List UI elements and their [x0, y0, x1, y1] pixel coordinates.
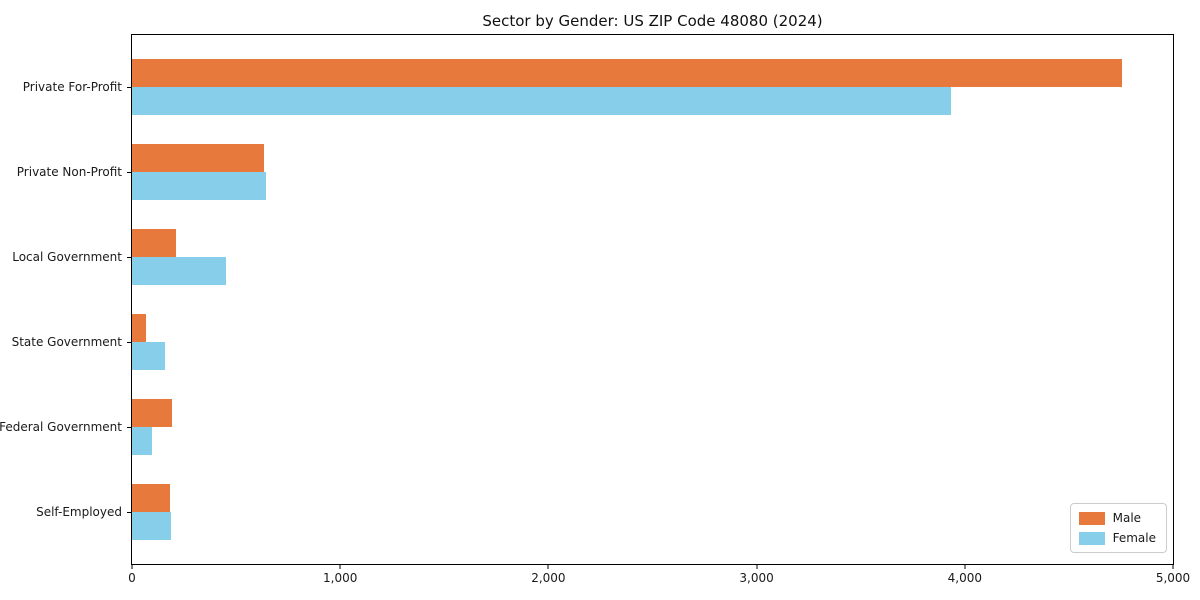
- y-axis-category-label: Private Non-Profit: [16, 165, 122, 180]
- bar-group: Self-Employed: [36, 469, 1173, 554]
- chart-title: Sector by Gender: US ZIP Code 48080 (202…: [482, 12, 823, 30]
- male-bar: [132, 398, 172, 427]
- bar-group: Private Non-Profit: [17, 130, 1173, 215]
- male-bar: [132, 483, 170, 512]
- male-bar: [132, 59, 1122, 88]
- male-bar: [132, 229, 177, 258]
- x-axis-tick-mark: [964, 564, 966, 569]
- y-axis-tick-mark: [127, 257, 132, 259]
- plot-area: Private For-Profit Private Non-Profit Lo…: [0, 34, 1190, 585]
- x-axis-tick-label: 4,000: [947, 571, 982, 585]
- male-color-swatch: [1078, 511, 1105, 525]
- x-axis-ticks: 0 1,000 2,000 3,000 4,000 5,000: [128, 35, 1190, 585]
- bar-groups-container: Private For-Profit Private Non-Profit Lo…: [0, 35, 1173, 564]
- x-axis-tick-mark: [756, 564, 758, 569]
- x-axis-tick-label: 3,000: [739, 571, 774, 585]
- bar-group: Local Government: [12, 215, 1173, 300]
- bar-group: Federal Government: [0, 384, 1173, 469]
- x-axis-tick-label: 2,000: [531, 571, 566, 585]
- bar-group: Private For-Profit: [23, 45, 1173, 130]
- female-bar: [132, 172, 266, 201]
- legend: Male Female: [1069, 503, 1167, 553]
- x-axis-tick-mark: [1172, 564, 1174, 569]
- y-axis-category-label: Local Government: [12, 250, 122, 265]
- female-bar: [132, 511, 171, 540]
- bar-group: State Government: [12, 299, 1173, 384]
- female-bar: [132, 257, 226, 286]
- female-color-swatch: [1078, 531, 1105, 545]
- male-bar: [132, 144, 265, 173]
- y-axis-tick-mark: [127, 426, 132, 428]
- y-axis-category-label: Self-Employed: [36, 504, 122, 519]
- legend-label-female: Female: [1112, 531, 1156, 545]
- y-axis-category-label: State Government: [11, 334, 122, 349]
- x-axis-tick-mark: [131, 564, 133, 569]
- legend-label-male: Male: [1112, 511, 1142, 525]
- y-axis-category-label: Private For-Profit: [22, 80, 122, 95]
- x-axis-tick-label: 5,000: [1155, 571, 1191, 585]
- y-axis-tick-mark: [127, 172, 132, 174]
- female-bar: [132, 426, 152, 455]
- y-axis-tick-mark: [127, 511, 132, 513]
- legend-item-female: Female: [1078, 531, 1156, 545]
- female-bar: [132, 87, 952, 116]
- y-axis-category-label: Federal Government: [0, 419, 122, 434]
- y-axis-tick-mark: [127, 87, 132, 89]
- x-axis-tick-mark: [339, 564, 341, 569]
- male-bar: [132, 313, 146, 342]
- x-axis-tick-label: 1,000: [323, 571, 358, 585]
- x-axis-tick-label: 0: [128, 571, 136, 585]
- x-axis-tick-mark: [547, 564, 549, 569]
- y-axis-tick-mark: [127, 341, 132, 343]
- legend-item-male: Male: [1078, 511, 1156, 525]
- female-bar: [132, 341, 165, 370]
